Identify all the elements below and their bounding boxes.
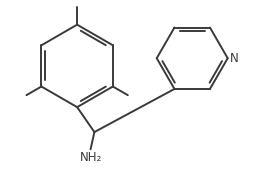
Text: N: N — [230, 52, 239, 65]
Text: NH₂: NH₂ — [80, 151, 102, 164]
